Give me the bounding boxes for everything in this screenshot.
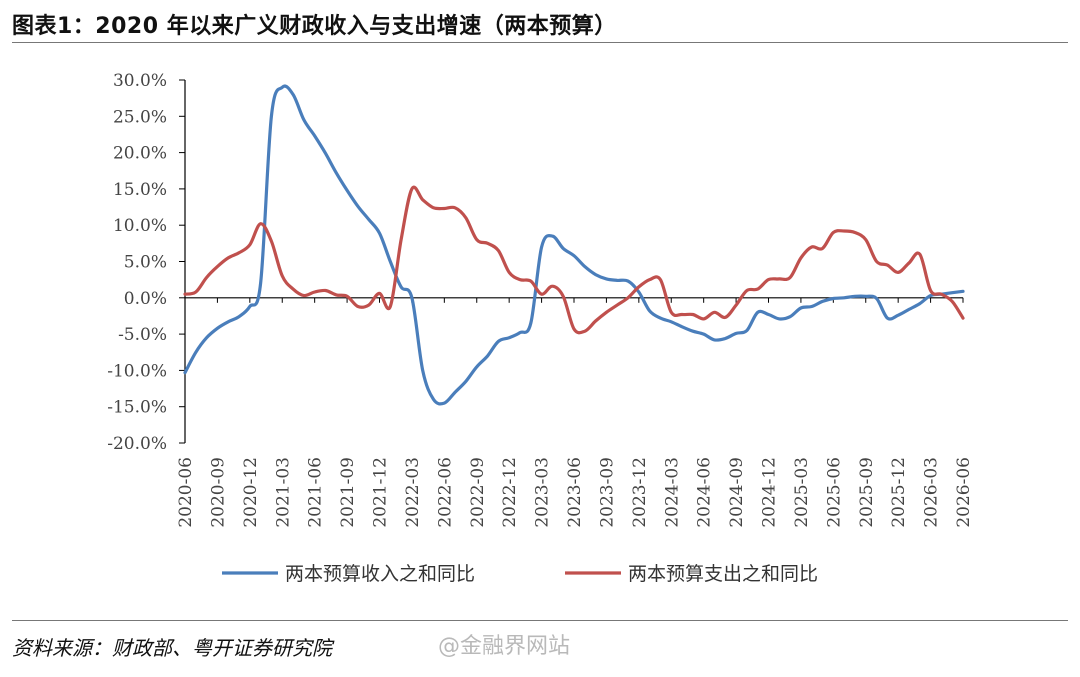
x-tick-label: 2024-09 bbox=[727, 457, 747, 528]
title-divider bbox=[12, 42, 1068, 43]
x-tick-label: 2020-09 bbox=[208, 457, 228, 528]
x-tick-label: 2024-06 bbox=[695, 457, 715, 528]
x-axis: 2020-06 2020-09 2020-12 2021-03 2021-06 2021-… bbox=[176, 297, 974, 528]
x-tick-label: 2021-03 bbox=[273, 457, 293, 528]
x-tick-label: 2021-06 bbox=[306, 457, 326, 528]
y-tick-label: 20.0% bbox=[113, 144, 167, 164]
legend-label: 两本预算支出之和同比 bbox=[628, 563, 818, 585]
x-tick-label: 2020-06 bbox=[176, 457, 196, 528]
x-tick-label: 2023-12 bbox=[630, 457, 650, 528]
x-tick-label: 2025-12 bbox=[889, 457, 909, 528]
series-line-revenue bbox=[183, 84, 965, 406]
y-tick-label: 30.0% bbox=[113, 71, 167, 91]
x-tick-label: 2022-06 bbox=[435, 457, 455, 528]
x-tick-label: 2021-09 bbox=[338, 457, 358, 528]
x-tick-label: 2023-06 bbox=[565, 457, 585, 528]
line-chart: 30.0% 25.0% 20.0% 15.0% 10.0% 5.0% 0.0% -5.0% -1… bbox=[107, 71, 974, 585]
y-tick-label: -10.0% bbox=[107, 361, 167, 381]
y-tick-label: -15.0% bbox=[107, 398, 167, 418]
y-tick-label: 5.0% bbox=[124, 253, 167, 273]
x-tick-label: 2024-03 bbox=[662, 457, 682, 528]
x-tick-label: 2025-09 bbox=[857, 457, 877, 528]
legend: 两本预算收入之和同比 两本预算支出之和同比 bbox=[222, 563, 818, 585]
y-tick-label: 0.0% bbox=[124, 289, 167, 309]
series-line-expenditure bbox=[183, 185, 965, 335]
source-note: 资料来源：财政部、粤开证券研究院 bbox=[12, 636, 332, 660]
y-tick-label: 15.0% bbox=[113, 180, 167, 200]
x-tick-label: 2026-03 bbox=[922, 457, 942, 528]
y-axis: 30.0% 25.0% 20.0% 15.0% 10.0% 5.0% 0.0% -5.0% -1… bbox=[107, 71, 186, 454]
x-tick-label: 2023-03 bbox=[533, 457, 553, 528]
y-tick-label: -5.0% bbox=[118, 325, 167, 345]
x-tick-label: 2022-03 bbox=[403, 457, 423, 528]
x-tick-label: 2024-12 bbox=[760, 457, 780, 528]
x-tick-label: 2026-06 bbox=[954, 457, 974, 528]
y-tick-label: 10.0% bbox=[113, 216, 167, 236]
watermark: @金融界网站 bbox=[438, 634, 571, 659]
x-tick-label: 2023-09 bbox=[597, 457, 617, 528]
x-tick-label: 2022-09 bbox=[468, 457, 488, 528]
y-tick-label: 25.0% bbox=[113, 107, 167, 127]
x-tick-label: 2022-12 bbox=[500, 457, 520, 528]
x-tick-label: 2025-03 bbox=[792, 457, 812, 528]
x-tick-label: 2021-12 bbox=[371, 457, 391, 528]
x-tick-label: 2025-06 bbox=[824, 457, 844, 528]
x-tick-label: 2020-12 bbox=[241, 457, 261, 528]
series-group bbox=[183, 84, 965, 406]
legend-label: 两本预算收入之和同比 bbox=[285, 563, 475, 585]
y-tick-label: -20.0% bbox=[107, 434, 167, 454]
source-divider bbox=[12, 620, 1068, 621]
chart-title: 图表1：2020 年以来广义财政收入与支出增速（两本预算） bbox=[12, 14, 617, 39]
